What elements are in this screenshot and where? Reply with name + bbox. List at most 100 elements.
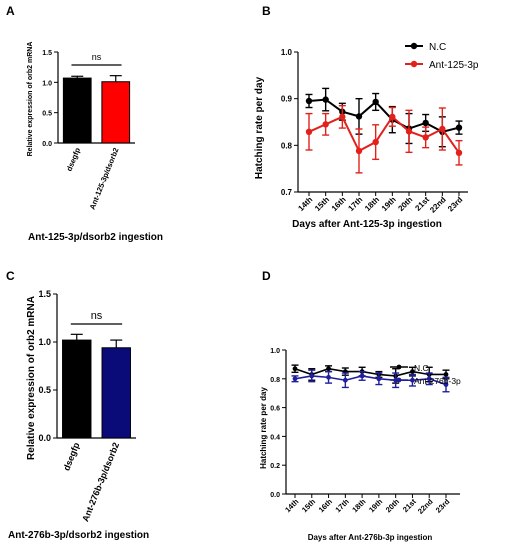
panel-d-y-axis-label: Hatching rate per day bbox=[259, 387, 268, 469]
d-data-point bbox=[359, 373, 365, 379]
d-data-point bbox=[443, 382, 449, 387]
panel-c-letter: C bbox=[6, 269, 15, 283]
b-data-point bbox=[305, 97, 313, 105]
d-x-tick-label: 21st bbox=[401, 497, 418, 514]
a-bar bbox=[62, 77, 92, 144]
d-series-line bbox=[294, 375, 447, 386]
d-data-point bbox=[443, 372, 449, 377]
b-x-tick-label: 18th bbox=[363, 195, 381, 213]
d-x-tick-label: 15th bbox=[300, 497, 318, 515]
panel-b-y-axis-label: Hatching rate per day bbox=[254, 76, 265, 179]
d-data-point bbox=[410, 377, 415, 383]
d-x-tick-label: 22nd bbox=[416, 497, 435, 516]
panel-c-caption: Ant-276b-3p/dsorb2 ingestion bbox=[8, 530, 149, 541]
d-data-point bbox=[309, 373, 315, 379]
b-data-point bbox=[422, 134, 429, 141]
panel-d-x-axis-label: Days after Ant-276b-3p ingestion bbox=[308, 533, 433, 542]
b-legend-marker bbox=[410, 42, 418, 50]
b-data-point bbox=[455, 149, 463, 156]
d-legend-marker bbox=[396, 364, 402, 370]
b-data-point bbox=[422, 119, 429, 127]
d-data-point bbox=[426, 376, 432, 382]
d-y-tick-label: 0.6 bbox=[270, 406, 280, 413]
panel-a-letter: A bbox=[6, 4, 15, 18]
d-data-point bbox=[342, 377, 348, 383]
c-category-label: Ant-276b-3p/dsorb2 bbox=[80, 441, 121, 523]
panel-b-letter: B bbox=[262, 4, 271, 18]
d-x-tick-label: 23rd bbox=[434, 497, 452, 515]
b-x-tick-label: 15th bbox=[313, 195, 331, 213]
panel-a: A Ant-125-3p/dsorb2 ingestion Relative e… bbox=[6, 4, 163, 243]
d-legend-marker bbox=[396, 377, 402, 383]
b-data-point bbox=[405, 128, 413, 135]
b-data-point bbox=[355, 147, 363, 155]
a-y-tick-label: 1.5 bbox=[42, 50, 52, 57]
a-y-tick-label: 1.0 bbox=[42, 80, 52, 87]
c-significance-label: ns bbox=[91, 310, 103, 322]
panel-b: B Days after Ant-125-3p ingestion Hatchi… bbox=[254, 4, 479, 230]
b-data-point bbox=[322, 121, 329, 128]
b-series-line bbox=[308, 98, 460, 133]
b-data-point bbox=[339, 113, 346, 121]
d-data-point bbox=[326, 374, 331, 380]
d-data-point bbox=[292, 366, 298, 372]
d-data-point bbox=[410, 369, 415, 374]
d-y-tick-label: 1.0 bbox=[270, 348, 280, 355]
d-data-point bbox=[292, 376, 298, 382]
panel-d-letter: D bbox=[262, 269, 271, 283]
d-y-tick-label: 0.2 bbox=[270, 463, 280, 470]
b-y-tick-label: 0.7 bbox=[281, 188, 293, 197]
d-x-tick-label: 14th bbox=[283, 497, 301, 515]
b-data-point bbox=[455, 124, 463, 131]
b-x-tick-label: 23rd bbox=[446, 195, 464, 213]
b-series-line bbox=[308, 115, 460, 154]
b-x-tick-label: 22nd bbox=[428, 195, 448, 215]
b-data-point bbox=[372, 138, 379, 146]
a-category-label: Ant-125-3p/dsorb2 bbox=[88, 146, 121, 210]
b-x-tick-label: 20th bbox=[396, 195, 414, 213]
d-x-tick-label: 18th bbox=[350, 497, 368, 515]
b-legend-label: Ant-125-3p bbox=[429, 60, 479, 71]
d-data-point bbox=[326, 366, 331, 372]
panel-c: C Ant-276b-3p/dsorb2 ingestion Relative … bbox=[6, 269, 149, 541]
b-legend-label: N.C bbox=[429, 42, 446, 53]
d-data-point bbox=[376, 376, 382, 382]
panel-a-y-axis-label: Relative expression of orb2 mRNA bbox=[27, 42, 34, 157]
b-data-point bbox=[355, 113, 363, 120]
b-data-point bbox=[305, 128, 313, 135]
d-y-tick-label: 0.8 bbox=[270, 377, 280, 384]
c-bar bbox=[62, 339, 92, 439]
d-legend-label: N.C bbox=[414, 363, 429, 373]
panel-a-caption: Ant-125-3p/dsorb2 ingestion bbox=[28, 232, 163, 243]
d-series-line bbox=[294, 367, 446, 377]
b-data-point bbox=[322, 96, 329, 103]
b-x-tick-label: 17th bbox=[346, 195, 364, 213]
c-y-tick-label: 0.5 bbox=[38, 385, 51, 395]
d-legend-label: Ant-276b-3p bbox=[414, 376, 461, 386]
b-y-tick-label: 1.0 bbox=[281, 48, 293, 57]
b-data-point bbox=[439, 125, 446, 133]
b-y-tick-label: 0.9 bbox=[281, 95, 293, 104]
a-y-tick-label: 0.0 bbox=[42, 141, 52, 148]
a-category-label: dsegfp bbox=[65, 146, 83, 173]
panel-c-y-axis-label: Relative expression of orb2 mRNA bbox=[26, 296, 37, 460]
b-x-tick-label: 19th bbox=[380, 195, 398, 213]
a-significance-label: ns bbox=[92, 52, 102, 62]
c-bar bbox=[101, 347, 131, 439]
b-legend-marker bbox=[410, 60, 418, 68]
panel-d: D Days after Ant-276b-3p ingestion Hatch… bbox=[259, 269, 461, 542]
b-x-tick-label: 14th bbox=[296, 195, 314, 213]
a-bar bbox=[101, 81, 131, 144]
c-y-tick-label: 1.0 bbox=[38, 337, 51, 347]
panel-b-x-axis-label: Days after Ant-125-3p ingestion bbox=[292, 219, 442, 230]
d-y-tick-label: 0.0 bbox=[270, 492, 280, 499]
c-y-tick-label: 0.0 bbox=[38, 433, 51, 443]
b-data-point bbox=[389, 113, 396, 121]
d-x-tick-label: 19th bbox=[367, 497, 385, 515]
d-x-tick-label: 17th bbox=[333, 497, 351, 515]
b-y-tick-label: 0.8 bbox=[281, 141, 293, 150]
d-y-tick-label: 0.4 bbox=[270, 434, 280, 441]
c-y-tick-label: 1.5 bbox=[38, 289, 51, 299]
a-y-tick-label: 0.5 bbox=[42, 111, 52, 118]
d-x-tick-label: 20th bbox=[384, 497, 402, 515]
